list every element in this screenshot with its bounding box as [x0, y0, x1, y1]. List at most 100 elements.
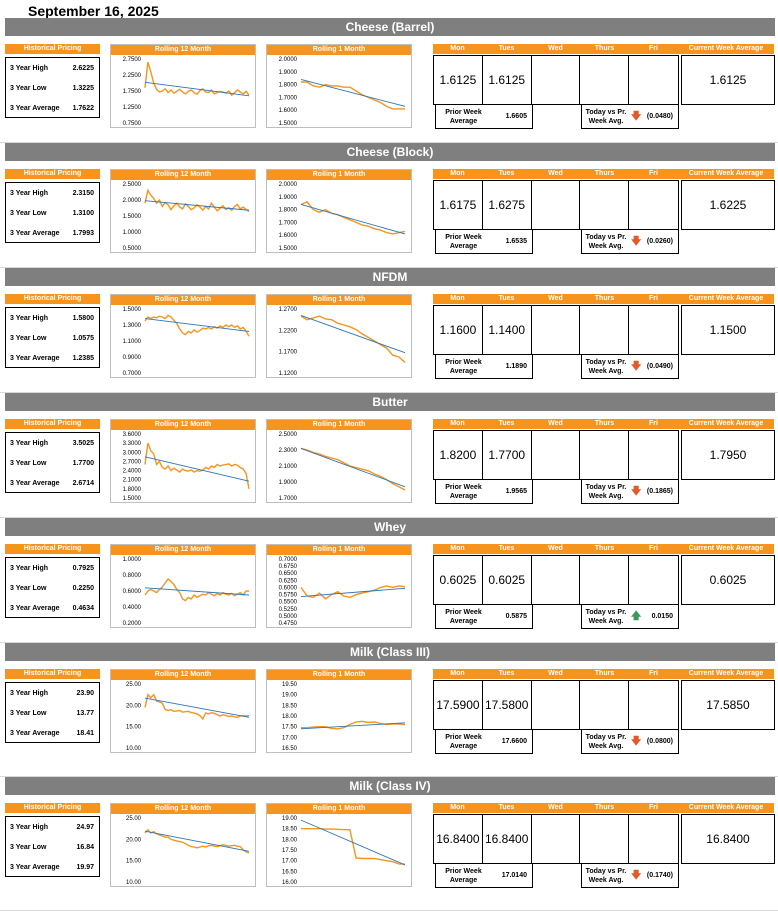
- day-price-cell: [580, 431, 630, 479]
- value: 1.3225: [72, 84, 94, 92]
- today-vs-prior-box: Today vs Pr. Week Avg. 🡇 (0.1865): [581, 479, 679, 504]
- chart-header: Rolling 1 Month: [267, 545, 411, 555]
- today-label: Today vs Pr. Week Avg.: [585, 609, 627, 625]
- y-tick-label: 1.1700: [279, 350, 298, 356]
- y-tick-label: 1.0000: [123, 230, 142, 236]
- label: 3 Year Low: [10, 334, 47, 342]
- three-year-average-row: 3 Year Average 1.7993: [6, 223, 99, 243]
- y-tick-label: 0.5750: [279, 593, 298, 599]
- day-price-cell: [629, 306, 678, 354]
- day-price-cell: [532, 56, 581, 104]
- y-tick-label: 1.0000: [123, 557, 142, 563]
- y-tick-label: 2.1000: [279, 464, 298, 470]
- change-value: (0.0260): [646, 238, 673, 245]
- day-price-cell: [532, 306, 581, 354]
- prior-value: 17.6600: [501, 738, 527, 745]
- y-tick-label: 0.7500: [123, 121, 142, 127]
- y-tick-label: 2.7500: [123, 57, 142, 63]
- current-week-header: Current Week Average: [678, 803, 774, 813]
- current-week-average: 1.6225: [681, 180, 775, 230]
- day-cells: 16.8400 16.8400: [433, 814, 679, 864]
- arrow-down-icon: 🡇: [631, 236, 642, 247]
- three-year-high-row: 3 Year High 1.5800: [6, 308, 99, 328]
- trend-line: [300, 314, 406, 354]
- price-series-line: [300, 447, 406, 491]
- y-tick-label: 19.00: [282, 816, 298, 822]
- y-tick-label: 16.50: [282, 869, 298, 875]
- y-tick-label: 19.50: [282, 682, 298, 688]
- y-tick-label: 2.5000: [123, 182, 142, 188]
- trend-line: [300, 819, 406, 866]
- day-price-cell: [580, 681, 630, 729]
- y-tick-label: 0.6000: [279, 585, 298, 591]
- historical-header: Historical Pricing: [5, 544, 100, 554]
- value: 16.84: [76, 843, 94, 851]
- y-tick-label: 1.3000: [123, 323, 142, 329]
- section-cheese-barrel: Cheese (Barrel) Historical Pricing 3 Yea…: [0, 18, 778, 143]
- day-cells: 1.1600 1.1400: [433, 305, 679, 355]
- arrow-down-icon: 🡇: [631, 736, 642, 747]
- current-week-header: Current Week Average: [678, 294, 774, 304]
- prior-value: 1.1890: [505, 363, 527, 370]
- y-tick-label: 10.00: [126, 880, 142, 886]
- weekly-prices: Mon Tues Wed Thurs Fri Current Week Average 1…: [433, 294, 775, 355]
- y-tick-label: 1.5000: [279, 121, 298, 127]
- trend-line: [300, 722, 406, 730]
- price-series-line: [144, 314, 250, 337]
- section-whey: Whey Historical Pricing 3 Year High 0.792…: [0, 518, 778, 643]
- day-price-cell: [580, 56, 630, 104]
- y-tick-label: 0.7000: [279, 557, 298, 563]
- y-tick-label: 17.50: [282, 848, 298, 854]
- trend-line: [144, 830, 250, 852]
- day-header: Tues: [482, 419, 531, 429]
- section-milk-class-iii: Milk (Class III) Historical Pricing 3 Ye…: [0, 643, 778, 777]
- day-price-cell: [580, 815, 630, 863]
- day-price-cell: 16.8400: [483, 815, 532, 863]
- y-tick-label: 1.8000: [279, 83, 298, 89]
- y-tick-label: 25.00: [126, 816, 142, 822]
- line-chart-svg: 25.00 20.00 15.00 10.00: [126, 682, 250, 752]
- line-chart-svg: 3.6000 3.3000 3.0000 2.7000 2.4000 2.1000 1.80…: [123, 432, 250, 502]
- value: 13.77: [76, 709, 94, 717]
- rolling-12-month-chart: Rolling 12 Month 25.00 20.00 15.00 10.00: [110, 669, 256, 753]
- y-tick-label: 0.6000: [123, 589, 142, 595]
- price-series-line: [144, 188, 250, 213]
- value: 1.7993: [72, 229, 94, 237]
- day-price-cell: [629, 431, 678, 479]
- day-header: Thurs: [580, 544, 629, 554]
- historical-header: Historical Pricing: [5, 669, 100, 679]
- value: 24.97: [76, 823, 94, 831]
- line-chart-svg: 2.5000 2.0000 1.5000 1.0000 0.5000: [123, 182, 250, 252]
- day-price-cell: 0.6025: [434, 556, 483, 604]
- historical-box: 3 Year High 2.3150 3 Year Low 1.3100 3 Yea…: [5, 182, 100, 243]
- value: 1.0575: [72, 334, 94, 342]
- y-tick-label: 0.5000: [123, 246, 142, 252]
- value: 23.90: [76, 689, 94, 697]
- day-header: Thurs: [580, 803, 629, 813]
- label: 3 Year Low: [10, 584, 47, 592]
- weekly-header: Mon Tues Wed Thurs Fri Current Week Average: [433, 294, 775, 304]
- price-series-line: [144, 693, 250, 721]
- value: 1.5800: [72, 314, 94, 322]
- chart-header: Rolling 1 Month: [267, 170, 411, 180]
- weekly-values: 17.5900 17.5800 17.5850: [433, 680, 775, 730]
- weekly-values: 1.8200 1.7700 1.7950: [433, 430, 775, 480]
- y-tick-label: 0.4000: [123, 605, 142, 611]
- day-header: Fri: [629, 803, 678, 813]
- y-tick-label: 1.5000: [123, 214, 142, 220]
- y-tick-label: 2.0000: [279, 57, 298, 63]
- day-cells: 0.6025 0.6025: [433, 555, 679, 605]
- line-chart-svg: 1.2700 1.2200 1.1700 1.1200: [279, 307, 406, 377]
- y-tick-label: 20.00: [126, 837, 142, 843]
- day-cells: 1.8200 1.7700: [433, 430, 679, 480]
- y-tick-label: 3.3000: [123, 441, 142, 447]
- historical-box: 3 Year High 3.5025 3 Year Low 1.7700 3 Yea…: [5, 432, 100, 493]
- day-header: Tues: [482, 803, 531, 813]
- change-value: (0.1740): [646, 872, 673, 879]
- prior-week-average-box: Prior Week Average 1.6535: [435, 229, 533, 254]
- three-year-high-row: 3 Year High 3.5025: [6, 433, 99, 453]
- y-tick-label: 1.9000: [279, 70, 298, 76]
- y-tick-label: 2.7000: [123, 459, 142, 465]
- historical-box: 3 Year High 24.97 3 Year Low 16.84 3 Year …: [5, 816, 100, 877]
- rolling-1-month-chart: Rolling 1 Month 19.00 18.50 18.00 17.50 17.0…: [266, 803, 412, 887]
